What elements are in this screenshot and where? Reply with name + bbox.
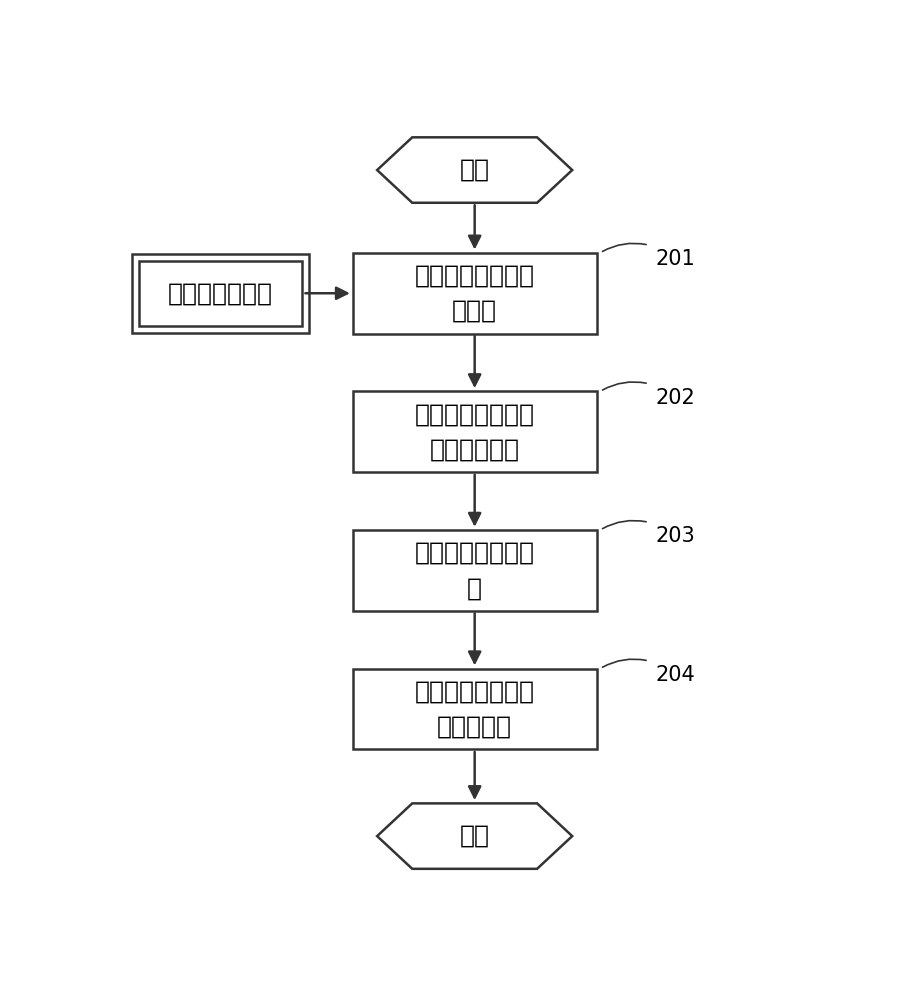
Text: 203: 203 [656,526,696,546]
FancyBboxPatch shape [132,254,308,333]
FancyBboxPatch shape [352,669,597,749]
Text: 计算在线监测指标
的加权平均值: 计算在线监测指标 的加权平均值 [414,402,535,462]
Text: 合成继保装置健康
度: 合成继保装置健康 度 [414,541,535,600]
Text: 结束: 结束 [459,824,490,848]
Text: 指标值时间序列: 指标值时间序列 [168,281,273,305]
Text: 201: 201 [656,249,696,269]
Text: 204: 204 [656,665,696,685]
Text: 开始: 开始 [459,158,490,182]
FancyBboxPatch shape [138,261,302,326]
FancyBboxPatch shape [352,530,597,611]
Text: 202: 202 [656,388,696,408]
Text: 对健康库按设定条
件进行预警: 对健康库按设定条 件进行预警 [414,679,535,739]
Text: 计算在线监测指标
特征值: 计算在线监测指标 特征值 [414,264,535,323]
FancyBboxPatch shape [352,253,597,334]
FancyBboxPatch shape [352,391,597,472]
Polygon shape [378,803,573,869]
Polygon shape [378,137,573,203]
